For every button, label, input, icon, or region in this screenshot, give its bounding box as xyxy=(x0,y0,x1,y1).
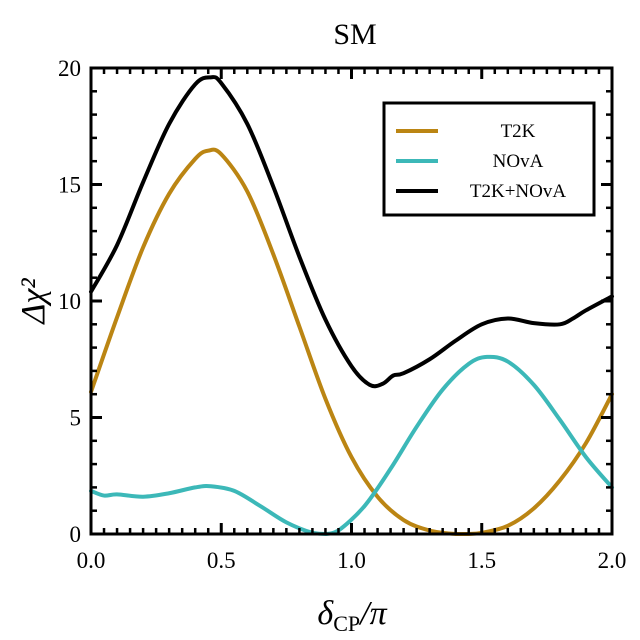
x-tick-label: 2.0 xyxy=(598,548,627,573)
legend-label-t2k-nova: T2K+NOvA xyxy=(470,181,566,202)
y-tick-label: 10 xyxy=(58,289,81,314)
x-tick-label: 1.0 xyxy=(337,548,366,573)
y-tick-label: 5 xyxy=(70,406,82,431)
y-axis-label: Δχ² xyxy=(15,278,52,326)
plot-frame xyxy=(89,66,614,536)
legend: T2K NOvA T2K+NOvA xyxy=(382,101,596,217)
y-tick-label: 15 xyxy=(58,173,81,198)
series-line-t2k xyxy=(89,147,614,537)
series-line-t2k-nova xyxy=(89,75,614,389)
legend-label-nova: NOvA xyxy=(493,151,544,172)
chart-title: SM xyxy=(333,18,376,51)
legend-label-t2k: T2K xyxy=(501,121,536,142)
x-tick-label: 0.5 xyxy=(207,548,236,573)
x-axis-label: δCP/π xyxy=(317,595,387,636)
y-tick-label: 0 xyxy=(70,522,82,547)
x-tick-label: 0.0 xyxy=(77,548,106,573)
y-tick-label: 20 xyxy=(58,56,81,81)
x-tick-label: 1.5 xyxy=(467,548,496,573)
